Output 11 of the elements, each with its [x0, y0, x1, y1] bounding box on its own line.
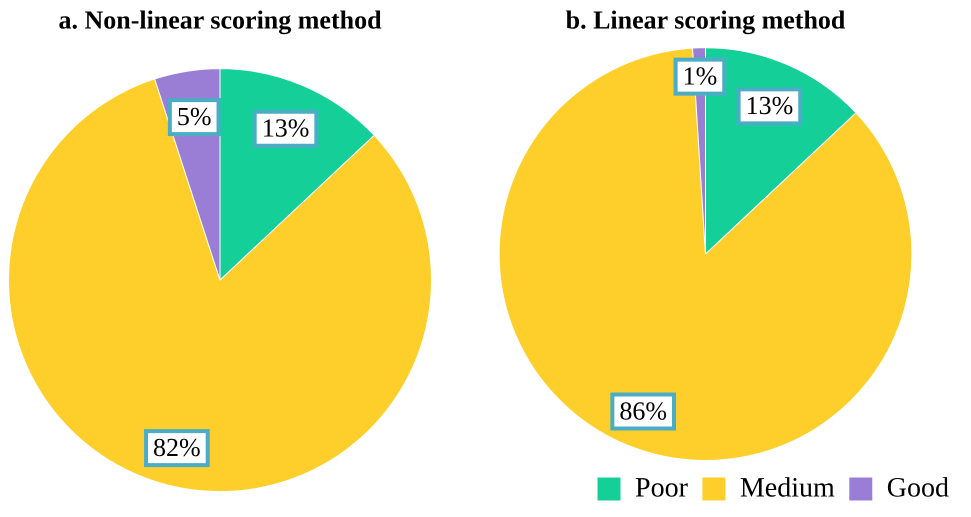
legend-label: Good	[886, 472, 950, 504]
data-label: 5%	[176, 102, 212, 131]
data-label: 1%	[682, 62, 718, 91]
data-label: 13%	[746, 91, 794, 120]
chart-title: a. Non-linear scoring method	[58, 5, 382, 34]
data-label: 13%	[262, 114, 310, 143]
legend-label: Medium	[740, 472, 835, 504]
chart-title: b. Linear scoring method	[566, 5, 846, 34]
data-label: 82%	[153, 432, 201, 462]
legend-label: Poor	[635, 472, 689, 504]
data-label: 86%	[619, 396, 668, 426]
